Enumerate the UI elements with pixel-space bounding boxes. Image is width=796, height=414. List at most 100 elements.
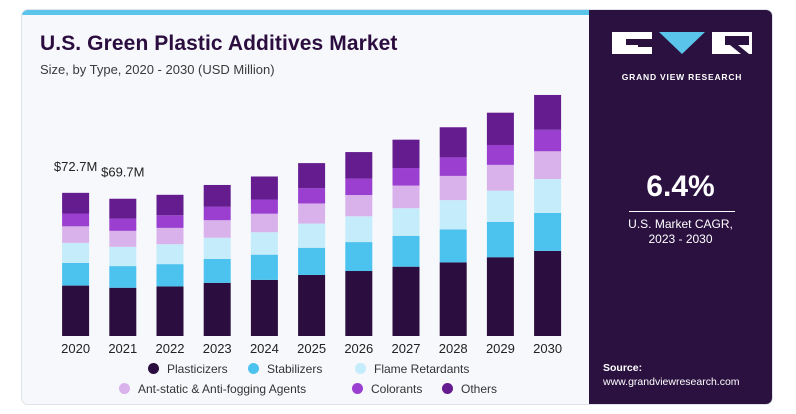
bar-segment	[486, 164, 514, 191]
bar-segment	[534, 129, 562, 152]
legend-swatch	[119, 383, 130, 394]
bar-segment	[203, 206, 231, 221]
bar-segment	[250, 254, 278, 280]
bar-segment	[62, 213, 90, 227]
bar-segment	[298, 188, 326, 204]
bar-segment	[486, 257, 514, 336]
bar-segment	[62, 285, 90, 336]
brand-logo: GRAND VIEW RESEARCH	[612, 32, 752, 92]
bar-segment	[439, 175, 467, 201]
cagr-divider	[629, 211, 735, 212]
bar-segment	[250, 213, 278, 233]
bar-segment	[345, 152, 373, 179]
brand-name: GRAND VIEW RESEARCH	[621, 72, 743, 82]
x-tick-label: 2028	[439, 341, 468, 356]
accent-bar	[22, 10, 589, 15]
x-tick-label: 2029	[486, 341, 515, 356]
source-label: Source:	[603, 362, 643, 374]
x-tick-label: 2026	[344, 341, 373, 356]
bar-segment	[62, 192, 90, 214]
legend-swatch	[352, 383, 363, 394]
chart-title: U.S. Green Plastic Additives Market	[40, 32, 398, 55]
bar-segment	[534, 212, 562, 251]
legend-item: Plasticizers	[148, 362, 228, 376]
legend-item: Stabilizers	[248, 362, 322, 376]
cagr-label: U.S. Market CAGR,	[628, 217, 733, 231]
legend-item: Flame Retardants	[355, 362, 469, 376]
bar-segment	[62, 226, 90, 243]
legend-swatch	[355, 363, 366, 374]
data-label: $72.7M	[54, 159, 97, 174]
x-tick-label: 2021	[108, 341, 137, 356]
legend-label: Ant-static & Anti-fogging Agents	[138, 382, 307, 396]
x-tick-label: 2020	[61, 341, 90, 356]
bar-segment	[62, 262, 90, 286]
bar-segment	[156, 286, 184, 336]
bar-segment	[109, 198, 137, 219]
bar-segment	[486, 190, 514, 222]
bar-segment	[156, 264, 184, 287]
bar-segment	[203, 237, 231, 260]
bar-segment	[109, 218, 137, 231]
legend-item: Colorants	[352, 382, 422, 396]
bar-segment	[109, 246, 137, 267]
bar-segment	[534, 151, 562, 180]
bar-segment	[486, 112, 514, 145]
bar-segment	[250, 232, 278, 255]
legend-swatch	[148, 363, 159, 374]
bar-segment	[345, 271, 373, 336]
chart-subtitle: Size, by Type, 2020 - 2030 (USD Million)	[40, 62, 275, 77]
legend-swatch	[248, 363, 259, 374]
bar-segment	[156, 244, 184, 265]
bar-segment	[345, 216, 373, 243]
bar-segment	[439, 127, 467, 158]
bar-segment	[156, 194, 184, 216]
legend-label: Others	[461, 382, 498, 396]
bar-segment	[109, 287, 137, 336]
bar-segment	[298, 274, 326, 336]
bar-segment	[62, 242, 90, 263]
bar-segment	[109, 230, 137, 247]
bar-segment	[534, 94, 562, 130]
bar-segment	[298, 163, 326, 189]
bar-segment	[439, 157, 467, 176]
legend-swatch	[442, 383, 453, 394]
legend-label: Flame Retardants	[374, 362, 470, 376]
bar-segment	[392, 235, 420, 267]
bar-segment	[250, 176, 278, 200]
bar-segment	[298, 247, 326, 275]
stacked-bar-chart: 2020 $72.7M 2021 $69.7M 2022 2023 2024 2025 2026…	[54, 94, 562, 356]
cagr-years: 2023 - 2030	[648, 232, 713, 246]
cagr-value: 6.4%	[646, 170, 715, 203]
x-tick-label: 2023	[203, 341, 232, 356]
bar-segment	[439, 229, 467, 263]
bar-segment	[345, 195, 373, 217]
bar-segment	[250, 279, 278, 336]
bar-segment	[486, 144, 514, 165]
bar-segment	[203, 259, 231, 283]
logo-icon	[612, 32, 752, 54]
bar-segment	[109, 266, 137, 288]
bar-segment	[250, 199, 278, 214]
legend-label: Colorants	[371, 382, 423, 396]
bar-segment	[392, 185, 420, 209]
legend-label: Plasticizers	[167, 362, 228, 376]
summary-panel: GRAND VIEW RESEARCH 6.4% U.S. Market CAG…	[589, 10, 772, 404]
legend-item: Ant-static & Anti-fogging Agents	[119, 382, 306, 396]
x-tick-label: 2025	[297, 341, 326, 356]
bar-segment	[534, 250, 562, 336]
source-link[interactable]: www.grandviewresearch.com	[603, 376, 740, 388]
bar-segment	[486, 221, 514, 258]
x-tick-label: 2030	[533, 341, 562, 356]
bar-segment	[156, 215, 184, 228]
bar-segment	[345, 242, 373, 272]
chart-panel: U.S. Green Plastic Additives Market Size…	[22, 10, 589, 404]
bar-segment	[439, 200, 467, 230]
bar-segment	[203, 282, 231, 336]
bar-segment	[298, 203, 326, 224]
bar-segment	[298, 223, 326, 248]
bar-segment	[345, 178, 373, 196]
bar-segment	[203, 184, 231, 207]
infographic-card: U.S. Green Plastic Additives Market Size…	[22, 10, 772, 404]
x-tick-label: 2027	[392, 341, 421, 356]
